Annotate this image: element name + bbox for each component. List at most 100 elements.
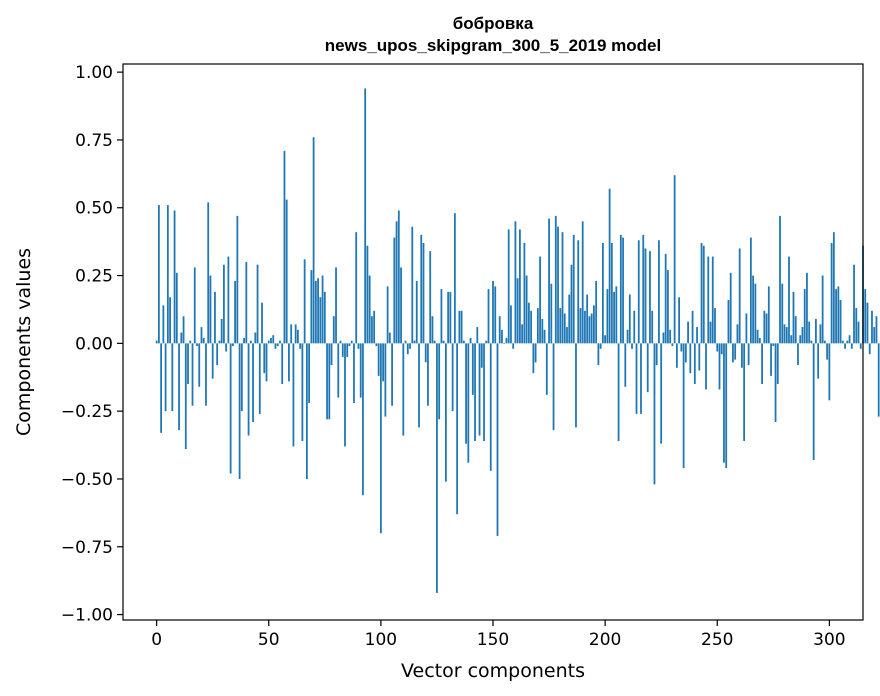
bar <box>705 343 707 390</box>
bar <box>514 221 517 344</box>
bar <box>747 343 750 366</box>
bar <box>189 340 192 344</box>
bar <box>211 343 214 379</box>
bar <box>752 275 755 344</box>
bar <box>182 316 185 344</box>
bar <box>240 343 243 412</box>
bar <box>270 337 272 344</box>
bar <box>350 340 353 344</box>
bar <box>586 294 589 344</box>
bar <box>736 324 739 344</box>
y-tick-label: −0.75 <box>61 538 113 558</box>
bar <box>384 343 387 417</box>
bar <box>801 327 804 344</box>
bar <box>413 340 416 344</box>
bar <box>651 310 654 344</box>
bar <box>218 340 221 344</box>
bar <box>418 343 420 428</box>
bar <box>700 243 703 344</box>
bar <box>411 226 414 344</box>
bar <box>554 215 557 344</box>
bar <box>617 343 620 441</box>
bar <box>348 343 351 347</box>
bar <box>355 232 358 344</box>
y-tick-label: 0.50 <box>75 199 113 219</box>
bar <box>545 343 548 395</box>
bar <box>187 343 189 385</box>
bar <box>738 248 741 344</box>
bar <box>462 340 465 344</box>
bar <box>451 343 454 412</box>
bar <box>570 264 573 344</box>
bar <box>761 343 763 385</box>
bar <box>788 256 790 344</box>
bar <box>301 343 304 441</box>
x-tick-label: 150 <box>477 630 509 650</box>
bar <box>803 289 806 344</box>
bar <box>729 272 732 344</box>
bar <box>770 343 772 376</box>
bar <box>175 272 178 344</box>
bar <box>375 343 378 347</box>
bar <box>312 137 315 344</box>
bar <box>436 343 438 593</box>
bar <box>516 278 519 344</box>
bar <box>272 335 275 344</box>
bar <box>532 343 535 374</box>
bar <box>397 210 400 344</box>
bar <box>875 316 878 344</box>
bar <box>164 343 167 412</box>
bar <box>662 332 665 344</box>
bar <box>772 343 775 347</box>
bar <box>525 275 528 344</box>
bar <box>238 343 241 479</box>
bar <box>323 291 326 344</box>
bar <box>400 267 402 344</box>
bar <box>247 343 250 436</box>
bar <box>619 234 622 344</box>
bar <box>682 343 685 469</box>
bar <box>709 321 712 344</box>
bar <box>857 321 860 344</box>
bar <box>541 318 544 344</box>
bar <box>371 316 373 344</box>
bar <box>658 240 660 344</box>
bar <box>297 329 299 344</box>
bar <box>539 256 541 344</box>
bar <box>465 343 467 444</box>
bar <box>821 275 824 344</box>
bar <box>599 343 602 349</box>
bar <box>344 343 346 447</box>
bar <box>707 256 710 344</box>
bar <box>664 253 667 344</box>
x-tick-label: 0 <box>151 630 162 650</box>
bar <box>314 280 317 344</box>
bar <box>362 343 364 496</box>
bar <box>698 343 701 371</box>
bar <box>767 286 770 344</box>
x-tick-label: 100 <box>365 630 397 650</box>
bar <box>193 267 196 344</box>
bar <box>368 275 371 344</box>
chart-title-line-2: news_upos_skipgram_300_5_2019 model <box>325 36 661 55</box>
bar <box>510 305 512 344</box>
bar <box>346 343 349 357</box>
bar <box>519 229 521 344</box>
bar <box>317 278 319 344</box>
bar <box>624 343 627 387</box>
bar <box>234 280 237 344</box>
bar <box>584 310 586 344</box>
bar <box>743 343 746 441</box>
y-tick-label: 0.00 <box>75 334 113 354</box>
bar <box>223 264 225 344</box>
bar <box>409 343 411 349</box>
bar <box>763 310 766 344</box>
bar <box>628 294 631 344</box>
bar <box>474 343 476 441</box>
bar <box>758 337 761 344</box>
bar <box>817 343 820 379</box>
bar <box>855 308 858 344</box>
bar <box>496 343 499 536</box>
y-tick-label: 0.25 <box>75 267 113 287</box>
bar <box>227 256 230 344</box>
